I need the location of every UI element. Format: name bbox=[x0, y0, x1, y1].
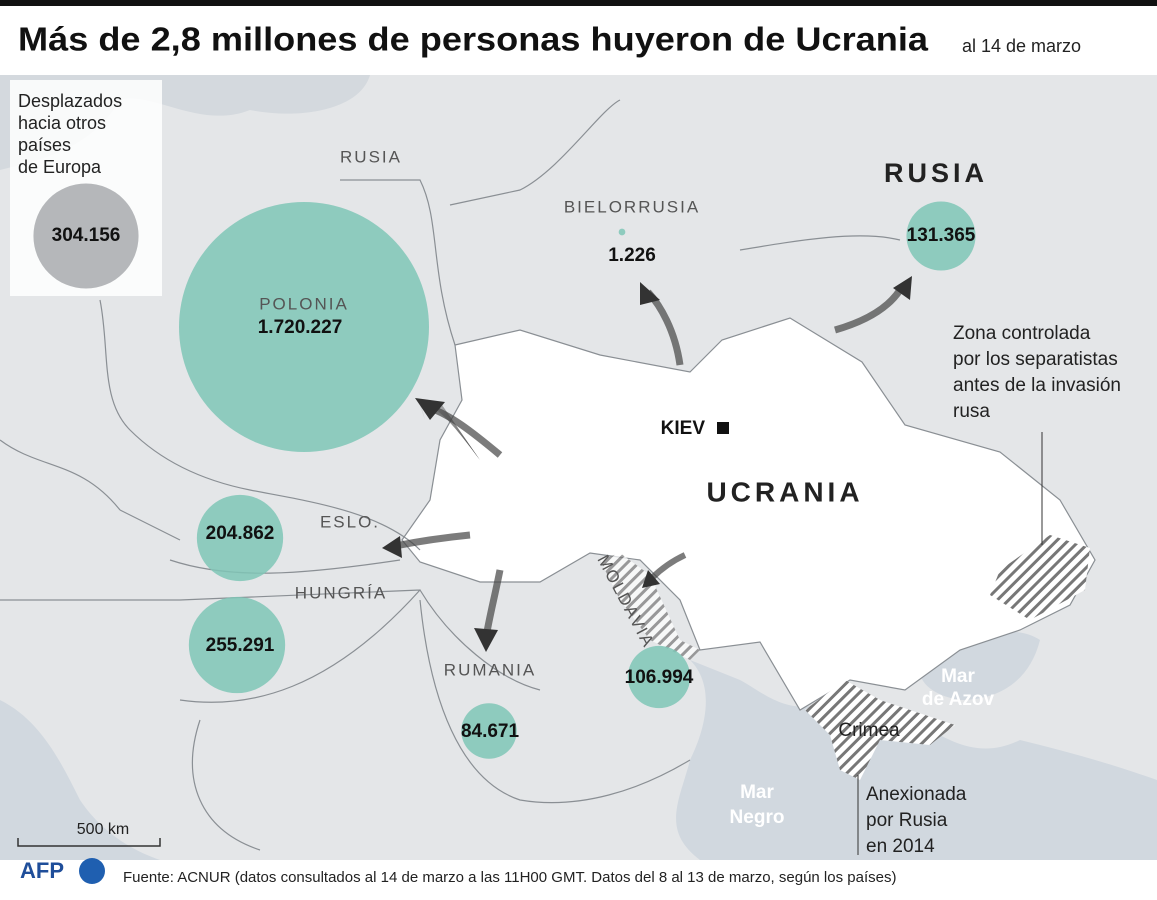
place-label: RUSIA bbox=[340, 147, 402, 166]
border bbox=[0, 439, 691, 851]
arrow-head bbox=[642, 570, 660, 588]
black-sea bbox=[676, 660, 1157, 860]
annotation: Crimea bbox=[838, 720, 900, 741]
annotation: Anexionada bbox=[866, 784, 967, 805]
arrow-head bbox=[382, 536, 402, 558]
arrow-head bbox=[893, 276, 912, 300]
country-name: POLONIA bbox=[259, 294, 349, 313]
map-area bbox=[0, 75, 1157, 860]
value-label: 255.291 bbox=[206, 635, 275, 656]
border bbox=[99, 299, 421, 551]
border bbox=[340, 99, 901, 346]
value-label: 131.365 bbox=[907, 225, 976, 246]
annotation: rusa bbox=[953, 401, 990, 422]
bubble bbox=[179, 202, 429, 452]
country-name: RUSIA bbox=[884, 158, 988, 188]
value-label: 1.226 bbox=[608, 245, 656, 266]
ukraine bbox=[401, 317, 1096, 711]
legend-bubble bbox=[33, 183, 139, 289]
subtitle: al 14 de marzo bbox=[962, 36, 1081, 56]
sea-label: Mar bbox=[740, 782, 774, 803]
annotation: por Rusia bbox=[866, 810, 948, 831]
value-label: 106.994 bbox=[625, 667, 694, 688]
annotation: por los separatistas bbox=[953, 349, 1118, 370]
sea-label: Mar bbox=[941, 666, 975, 687]
country-name: RUMANIA bbox=[444, 660, 536, 679]
legend-text: Desplazados bbox=[18, 91, 122, 111]
country-name: ESLO. bbox=[320, 512, 380, 531]
bubble bbox=[461, 703, 517, 759]
scale-label: 500 km bbox=[77, 821, 129, 838]
legend-value: 304.156 bbox=[52, 225, 121, 246]
country-name: HUNGRÍA bbox=[295, 583, 387, 602]
title: Más de 2,8 millones de personas huyeron … bbox=[18, 21, 929, 58]
sea-label: Negro bbox=[730, 807, 785, 828]
legend-text: de Europa bbox=[18, 157, 102, 177]
place-label: UCRANIA bbox=[706, 476, 863, 507]
legend-text: hacia otros bbox=[18, 113, 106, 133]
logo-dot bbox=[79, 858, 105, 884]
arrow-head bbox=[474, 628, 498, 652]
value-label: 1.720.227 bbox=[258, 317, 343, 338]
transnistria bbox=[600, 553, 700, 660]
bubble bbox=[618, 228, 626, 236]
value-label: 204.862 bbox=[206, 523, 275, 544]
bubble bbox=[906, 201, 976, 271]
top-rule bbox=[0, 0, 1157, 6]
crimea-zone bbox=[805, 680, 955, 780]
legend-text: países bbox=[18, 135, 71, 155]
source: Fuente: ACNUR (datos consultados al 14 d… bbox=[123, 869, 896, 886]
bubble bbox=[196, 494, 284, 582]
scale-bar bbox=[17, 838, 161, 847]
arrow-head bbox=[640, 282, 660, 305]
bubble bbox=[627, 645, 691, 709]
arrow bbox=[834, 287, 903, 334]
arrow bbox=[483, 569, 504, 633]
adriatic-sea bbox=[0, 700, 160, 860]
annotation: Zona controlada bbox=[953, 323, 1091, 344]
separatist-zone bbox=[990, 535, 1090, 620]
arrow-head bbox=[415, 398, 445, 420]
arrow bbox=[649, 552, 687, 581]
value-label: 84.671 bbox=[461, 721, 520, 742]
capital-marker bbox=[717, 422, 729, 434]
footer-band bbox=[0, 860, 1157, 900]
annotation: en 2014 bbox=[866, 836, 935, 857]
sea-label: de Azov bbox=[922, 689, 995, 710]
bubble bbox=[188, 596, 286, 694]
capital-label: KIEV bbox=[661, 418, 706, 439]
country-name: BIELORRUSIA bbox=[564, 197, 700, 216]
annotation: antes de la invasión bbox=[953, 375, 1121, 396]
logo: AFP bbox=[20, 858, 64, 883]
